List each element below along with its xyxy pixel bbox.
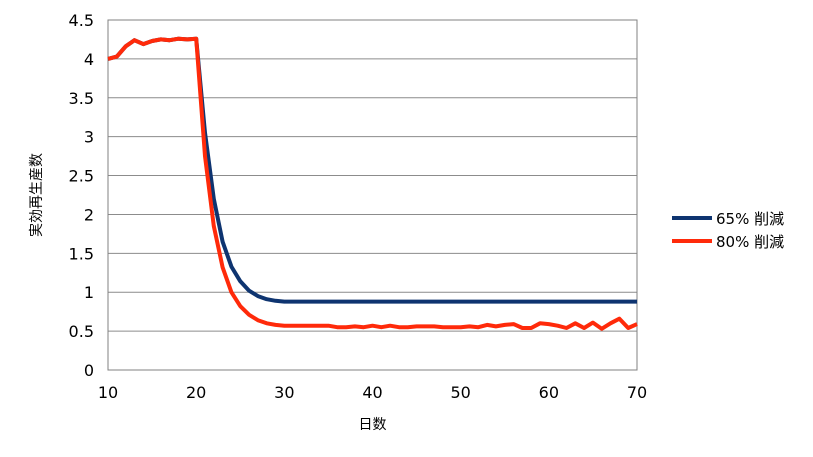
y-axis-title: 実効再生産数 bbox=[29, 153, 45, 237]
x-tick-label: 50 bbox=[450, 383, 470, 402]
y-tick-label: 4 bbox=[84, 50, 94, 69]
plot-frame bbox=[107, 19, 638, 371]
y-tick-label: 1.5 bbox=[69, 244, 94, 263]
x-tick-label: 40 bbox=[362, 383, 382, 402]
x-tick-label: 10 bbox=[98, 383, 118, 402]
legend-label-65pct: 65% 削減 bbox=[716, 210, 784, 228]
series-line-0 bbox=[107, 36, 637, 304]
y-tick-label: 3 bbox=[84, 128, 94, 147]
x-tick-label: 30 bbox=[274, 383, 294, 402]
gridlines bbox=[108, 19, 637, 371]
x-axis-ticks: 10 20 30 40 50 60 70 bbox=[98, 383, 647, 402]
y-tick-label: 2 bbox=[84, 205, 94, 224]
y-tick-label: 4.5 bbox=[69, 11, 94, 30]
x-axis-title: 日数 bbox=[359, 417, 387, 433]
legend-label-80pct: 80% 削減 bbox=[716, 233, 784, 251]
x-tick-label: 20 bbox=[186, 383, 206, 402]
y-axis-ticks: 0 0.5 1 1.5 2 2.5 3 3.5 4 4.5 bbox=[69, 11, 94, 380]
y-tick-label: 1 bbox=[84, 283, 94, 302]
series-line-1 bbox=[107, 36, 638, 331]
y-tick-label: 0 bbox=[84, 361, 94, 380]
y-tick-label: 3.5 bbox=[69, 89, 94, 108]
x-tick-label: 70 bbox=[627, 383, 647, 402]
x-tick-label: 60 bbox=[539, 383, 559, 402]
y-tick-label: 2.5 bbox=[69, 167, 94, 186]
series-layer bbox=[107, 36, 638, 331]
legend: 65% 削減 80% 削減 bbox=[672, 210, 784, 251]
y-tick-label: 0.5 bbox=[69, 322, 94, 341]
